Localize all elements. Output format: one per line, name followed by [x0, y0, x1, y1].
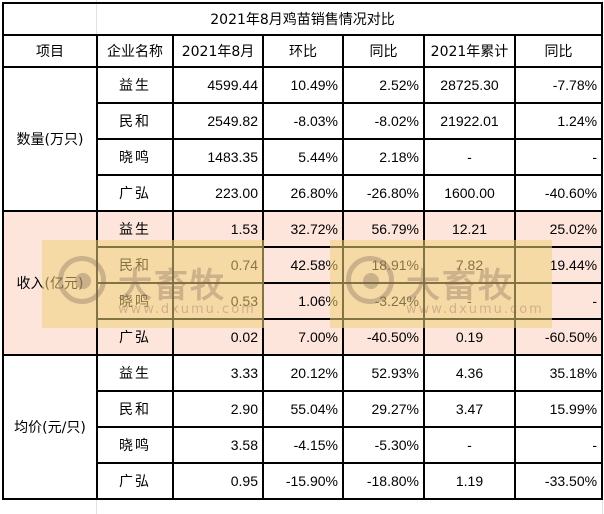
ytd-value: - [423, 138, 516, 176]
header-mom: 环比 [262, 34, 344, 68]
mom-change: 42.58% [262, 246, 344, 284]
ytd-yoy-change: 1.24% [513, 102, 604, 140]
company-name: 广弘 [96, 318, 174, 356]
ytd-value: 21922.01 [423, 102, 516, 140]
yoy-change: -8.02% [342, 102, 425, 140]
aug-value: 223.00 [172, 174, 264, 212]
yoy-change: 2.52% [342, 66, 425, 104]
company-name: 广弘 [96, 462, 174, 500]
aug-value: 3.33 [172, 354, 264, 392]
header-item: 项目 [2, 34, 98, 68]
table-row: 均价(元/只) 益生 3.33 20.12% 52.93% 4.36 35.18% [2, 354, 604, 500]
yoy-change: -18.80% [342, 462, 425, 500]
group-label: 均价(元/只) [2, 354, 98, 500]
yoy-change: 52.93% [342, 354, 425, 392]
mom-change: 5.44% [262, 138, 344, 176]
ytd-yoy-change: -60.50% [513, 318, 604, 356]
ytd-value: 3.47 [423, 390, 516, 428]
ytd-yoy-change: -7.78% [513, 66, 604, 104]
ytd-yoy-change: - [513, 426, 604, 464]
ytd-value: 1.19 [423, 462, 516, 500]
group-label: 数量(万只) [2, 66, 98, 212]
header-yoy: 同比 [342, 34, 425, 68]
ytd-yoy-change: 25.02% [513, 210, 604, 248]
table-row: 数量(万只) 益生 4599.44 10.49% 2.52% 28725.30 -7.78% [2, 66, 604, 212]
mom-change: -15.90% [262, 462, 344, 500]
company-name: 民和 [96, 390, 174, 428]
ytd-value: - [423, 426, 516, 464]
mom-change: -4.15% [262, 426, 344, 464]
yoy-change: -40.50% [342, 318, 425, 356]
company-name: 广弘 [96, 174, 174, 212]
aug-value: 0.95 [172, 462, 264, 500]
ytd-yoy-change: 35.18% [513, 354, 604, 392]
table-row: 收入(亿元) 益生 1.53 32.72% 56.79% 12.21 25.02% [2, 210, 604, 356]
company-name: 益生 [96, 66, 174, 104]
ytd-value: 7.82 [423, 246, 516, 284]
mom-change: 26.80% [262, 174, 344, 212]
chick-sales-table: 2021年8月鸡苗销售情况对比 项目 企业名称 2021年8月 环比 同比 20… [1, 2, 604, 500]
aug-value: 0.74 [172, 246, 264, 284]
ytd-yoy-change: -40.60% [513, 174, 604, 212]
aug-value: 2549.82 [172, 102, 264, 140]
aug-value: 1483.35 [172, 138, 264, 176]
aug-value: 1.53 [172, 210, 264, 248]
company-name: 民和 [96, 246, 174, 284]
mom-change: 1.06% [262, 282, 344, 320]
company-name: 晓鸣 [96, 426, 174, 464]
aug-value: 3.58 [172, 426, 264, 464]
table-title: 2021年8月鸡苗销售情况对比 [1, 2, 604, 36]
ytd-value: - [423, 282, 516, 320]
mom-change: 55.04% [262, 390, 344, 428]
table-row: 广弘 223.00 26.80% -26.80% 1600.00 -40.60% [3, 174, 604, 212]
mom-change: 7.00% [262, 318, 344, 356]
yoy-change: 18.91% [342, 246, 425, 284]
mom-change: -8.03% [262, 102, 344, 140]
header-ytd-2021: 2021年累计 [423, 34, 516, 68]
yoy-change: 56.79% [342, 210, 425, 248]
aug-value: 2.90 [172, 390, 264, 428]
ytd-yoy-change: 19.44% [513, 246, 604, 284]
aug-value: 4599.44 [172, 66, 264, 104]
ytd-yoy-change: 15.99% [513, 390, 604, 428]
company-name: 晓鸣 [96, 282, 174, 320]
ytd-value: 0.19 [423, 318, 516, 356]
yoy-change: -3.24% [342, 282, 425, 320]
company-name: 民和 [96, 102, 174, 140]
ytd-value: 12.21 [423, 210, 516, 248]
aug-value: 0.53 [172, 282, 264, 320]
company-name: 晓鸣 [96, 138, 174, 176]
header-ytd-yoy: 同比 [513, 34, 604, 68]
table-row: 晓鸣 1483.35 5.44% 2.18% - - [3, 138, 604, 176]
yoy-change: 29.27% [342, 390, 425, 428]
group-label: 收入(亿元) [2, 210, 98, 356]
ytd-yoy-change: - [513, 282, 604, 320]
company-name: 益生 [96, 354, 174, 392]
aug-value: 0.02 [172, 318, 264, 356]
mom-change: 20.12% [262, 354, 344, 392]
table-row: 晓鸣 3.58 -4.15% -5.30% - - [3, 426, 604, 464]
yoy-change: -26.80% [342, 174, 425, 212]
table-row: 民和 2549.82 -8.03% -8.02% 21922.01 1.24% [3, 102, 604, 140]
ytd-value: 1600.00 [423, 174, 516, 212]
header-row: 项目 企业名称 2021年8月 环比 同比 2021年累计 同比 [2, 34, 604, 68]
yoy-change: -5.30% [342, 426, 425, 464]
mom-change: 10.49% [262, 66, 344, 104]
header-aug-2021: 2021年8月 [172, 34, 264, 68]
header-company: 企业名称 [96, 34, 174, 68]
ytd-value: 28725.30 [423, 66, 516, 104]
ytd-yoy-change: - [513, 138, 604, 176]
ytd-yoy-change: -33.50% [513, 462, 604, 500]
yoy-change: 2.18% [342, 138, 425, 176]
company-name: 益生 [96, 210, 174, 248]
mom-change: 32.72% [262, 210, 344, 248]
table-row: 广弘 0.95 -15.90% -18.80% 1.19 -33.50% [3, 462, 604, 500]
ytd-value: 4.36 [423, 354, 516, 392]
table-row: 民和 2.90 55.04% 29.27% 3.47 15.99% [3, 390, 604, 428]
